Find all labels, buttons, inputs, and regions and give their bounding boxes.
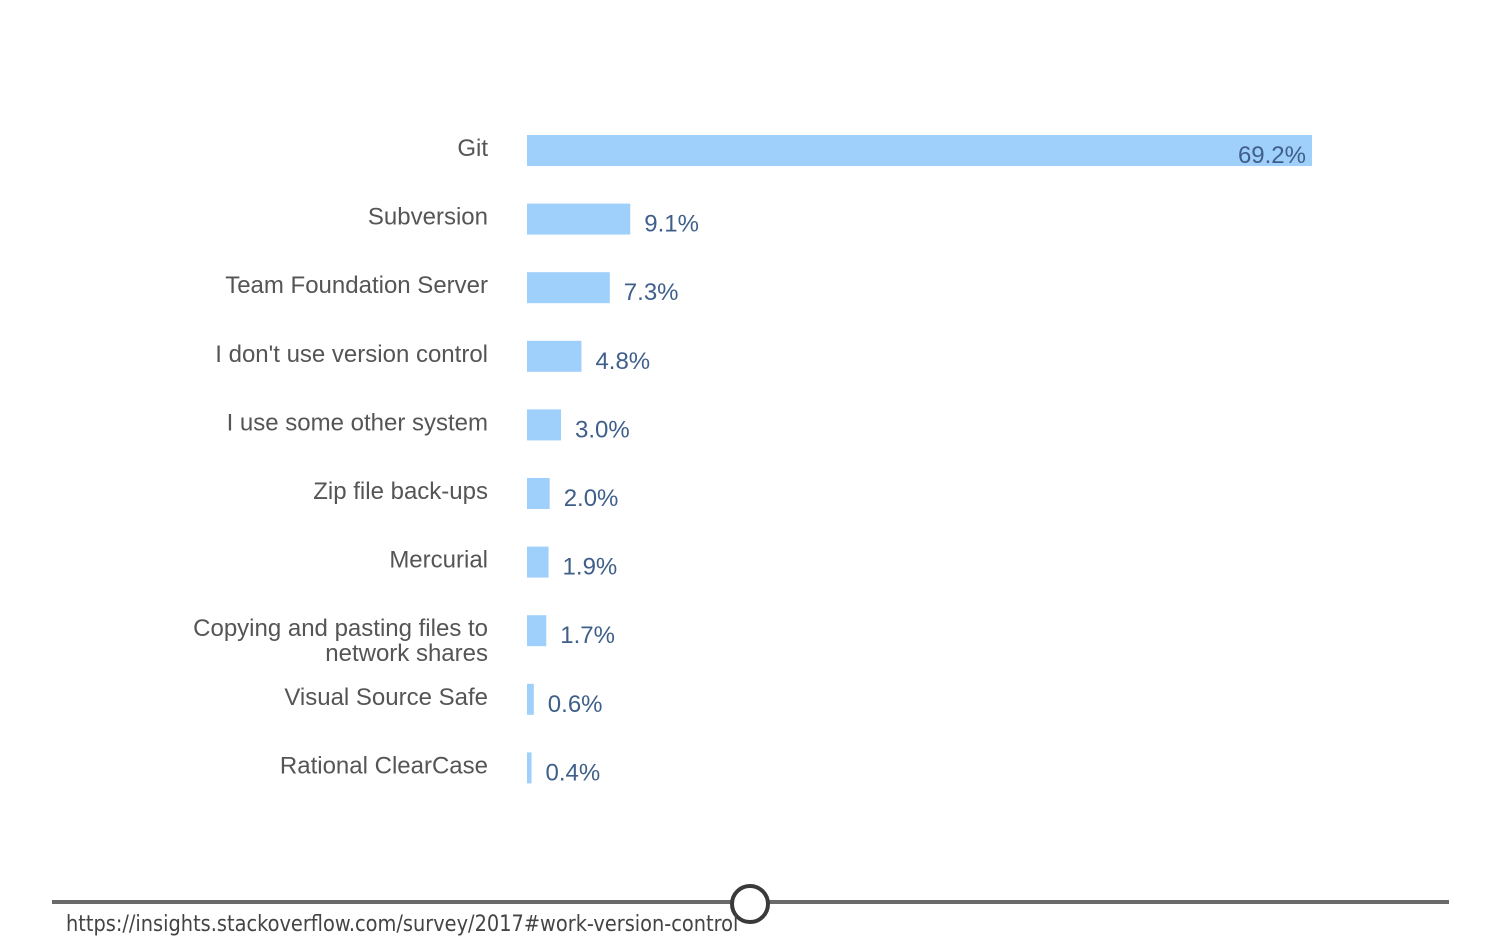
value-label-8: 0.6% xyxy=(548,691,603,718)
category-label-6: Mercurial xyxy=(389,547,488,574)
category-label-0: Git xyxy=(457,135,488,162)
category-label-8: Visual Source Safe xyxy=(284,684,488,711)
bar-8 xyxy=(527,683,534,715)
value-label-3: 4.8% xyxy=(595,348,650,375)
value-label-7: 1.7% xyxy=(560,622,615,649)
value-label-2: 7.3% xyxy=(624,279,679,306)
source-url: https://insights.stackoverflow.com/surve… xyxy=(66,912,739,937)
bar-6 xyxy=(527,546,549,578)
bar-0 xyxy=(527,135,1312,166)
value-label-9: 0.4% xyxy=(546,759,601,786)
bar-3 xyxy=(527,340,582,372)
category-label-3: I don't use version control xyxy=(215,341,488,368)
version-control-bar-chart: Git Subversion Team Foundation Server I don… xyxy=(193,135,1312,786)
value-label-4: 3.0% xyxy=(575,416,630,443)
bar-2 xyxy=(527,272,610,304)
category-label-9: Rational ClearCase xyxy=(280,752,488,779)
bar-9 xyxy=(527,752,532,784)
bar-7 xyxy=(527,615,547,647)
category-label-4: I use some other system xyxy=(227,409,488,436)
bar-1 xyxy=(527,203,631,235)
bar-4 xyxy=(527,409,562,441)
value-labels-layer: 69.2% 9.1% 7.3% 4.8% 3.0% 2.0% 1.9% 1.7% 0.6% 0.4… xyxy=(546,142,1306,786)
value-label-6: 1.9% xyxy=(563,554,618,581)
value-label-5: 2.0% xyxy=(564,485,619,512)
bars-layer xyxy=(527,135,1312,784)
category-label-7: Copying and pasting files to network shar… xyxy=(193,615,488,667)
value-label-1: 9.1% xyxy=(644,211,699,238)
category-label-5: Zip file back-ups xyxy=(313,478,488,505)
slider-marker-circle xyxy=(730,884,770,924)
value-label-0: 69.2% xyxy=(1238,142,1306,169)
category-labels-layer: Git Subversion Team Foundation Server I don… xyxy=(193,135,488,779)
category-label-1: Subversion xyxy=(368,204,488,231)
category-label-2: Team Foundation Server xyxy=(225,272,488,299)
bar-5 xyxy=(527,478,550,509)
